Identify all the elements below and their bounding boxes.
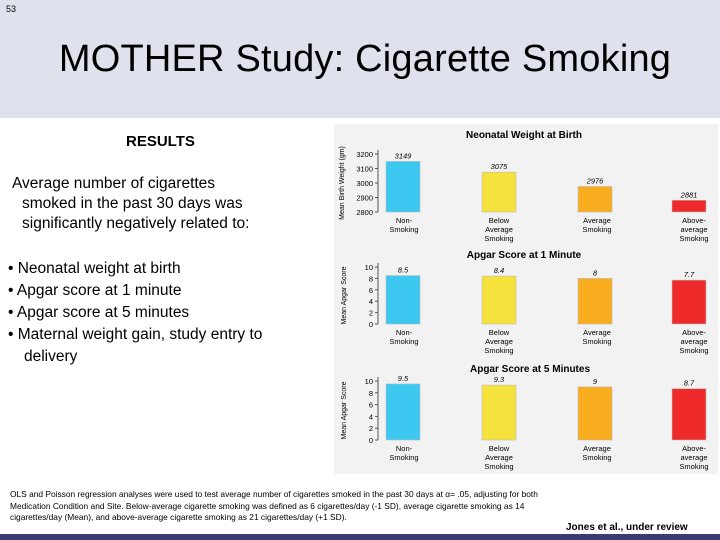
data-label: 3075 <box>491 162 509 171</box>
category-label: Below Average Smoking <box>484 328 513 355</box>
y-tick-label: 10 <box>365 377 373 386</box>
intro-line: smoked in the past 30 days was <box>22 195 243 212</box>
y-tick-label: 10 <box>365 263 373 272</box>
footnote-line: Medication Condition and Site. Below-ave… <box>10 500 525 511</box>
data-label: 8.5 <box>398 266 409 275</box>
y-tick-label: 0 <box>369 320 373 329</box>
category-label: Average Smoking <box>582 328 611 346</box>
category-label: Average Smoking <box>582 444 611 462</box>
y-tick-label: 2 <box>369 424 373 433</box>
y-tick-label: 2800 <box>356 208 373 217</box>
category-label: Above-average Smoking <box>679 216 708 243</box>
y-axis-label: Mean Apgar Score <box>341 266 348 324</box>
outcome-item: • Neonatal weight at birth <box>8 260 181 277</box>
category-label: Non-Smoking <box>389 444 418 462</box>
citation: Jones et al., under review <box>566 522 688 533</box>
y-tick-label: 3200 <box>356 150 373 159</box>
chart-panel: Neonatal Weight at Birth Mean Birth Weigh… <box>334 124 718 474</box>
bar-above-average <box>671 388 707 441</box>
outcome-item: • Apgar score at 5 minutes <box>8 304 190 321</box>
outcome-item: • Apgar score at 1 minute <box>8 282 182 299</box>
charts-canvas: Neonatal Weight at Birth Mean Birth Weigh… <box>339 130 709 471</box>
bar-below-average <box>481 275 517 325</box>
data-label: 8 <box>593 268 598 277</box>
category-label: Below Average Smoking <box>484 216 513 243</box>
intro-text: Average number of cigarettes smoked in t… <box>12 174 332 234</box>
bar-average <box>577 186 613 213</box>
y-tick-label: 2 <box>369 309 373 318</box>
results-heading: RESULTS <box>126 133 195 150</box>
bar-non-smoking <box>385 161 421 213</box>
data-label: 9 <box>593 377 598 386</box>
y-tick-label: 8 <box>369 274 373 283</box>
bar-below-average <box>481 384 517 441</box>
outcome-list: • Neonatal weight at birth • Apgar score… <box>8 258 338 368</box>
bottom-rule <box>0 534 720 540</box>
y-tick-label: 2900 <box>356 194 373 203</box>
footnote-line: OLS and Poisson regression analyses were… <box>10 489 538 499</box>
category-label: Average Smoking <box>582 216 611 234</box>
data-label: 7.7 <box>684 270 695 279</box>
data-label: 3149 <box>395 151 413 160</box>
y-axis-label: Mean Apgar Score <box>341 381 348 439</box>
category-label: Non-Smoking <box>389 216 418 234</box>
category-label: Above-average Smoking <box>679 444 708 471</box>
outcome-item: • Maternal weight gain, study entry to <box>8 326 263 343</box>
chart-title: Apgar Score at 5 Minutes <box>470 364 590 375</box>
intro-line: Average number of cigarettes <box>12 175 216 192</box>
y-tick-label: 3100 <box>356 165 373 174</box>
bar-average <box>577 386 613 441</box>
bar-above-average <box>671 279 707 325</box>
bar-average <box>577 278 613 325</box>
chart-title: Neonatal Weight at Birth <box>466 130 582 141</box>
footnote-line: cigarettes/day (Mean), and above-average… <box>10 512 347 522</box>
bar-non-smoking <box>385 383 421 441</box>
data-label: 9.3 <box>494 375 505 384</box>
category-label: Above-average Smoking <box>679 328 708 355</box>
chart-title: Apgar Score at 1 Minute <box>467 250 582 261</box>
y-tick-label: 6 <box>369 401 373 410</box>
data-label: 8.7 <box>684 379 695 388</box>
outcome-item: delivery <box>24 348 78 365</box>
footnote: OLS and Poisson regression analyses were… <box>10 489 710 524</box>
intro-line: significantly negatively related to: <box>22 215 250 232</box>
header-band <box>0 0 720 118</box>
y-tick-label: 6 <box>369 286 373 295</box>
category-label: Below Average Smoking <box>484 444 513 471</box>
bar-above-average <box>671 199 707 213</box>
data-label: 9.5 <box>398 374 409 383</box>
data-label: 2976 <box>586 176 605 185</box>
bar-below-average <box>481 171 517 213</box>
bar-non-smoking <box>385 275 421 325</box>
y-tick-label: 4 <box>369 412 373 421</box>
category-label: Non-Smoking <box>389 328 418 346</box>
y-axis-label: Mean Birth Weight (gm) <box>339 146 346 220</box>
y-tick-label: 0 <box>369 436 373 445</box>
data-label: 2881 <box>680 190 698 199</box>
slide-title: MOTHER Study: Cigarette Smoking <box>58 38 672 80</box>
slide-number: 53 <box>6 4 17 14</box>
y-tick-label: 3000 <box>356 179 373 188</box>
y-tick-label: 8 <box>369 389 373 398</box>
y-tick-label: 4 <box>369 297 373 306</box>
data-label: 8.4 <box>494 266 504 275</box>
